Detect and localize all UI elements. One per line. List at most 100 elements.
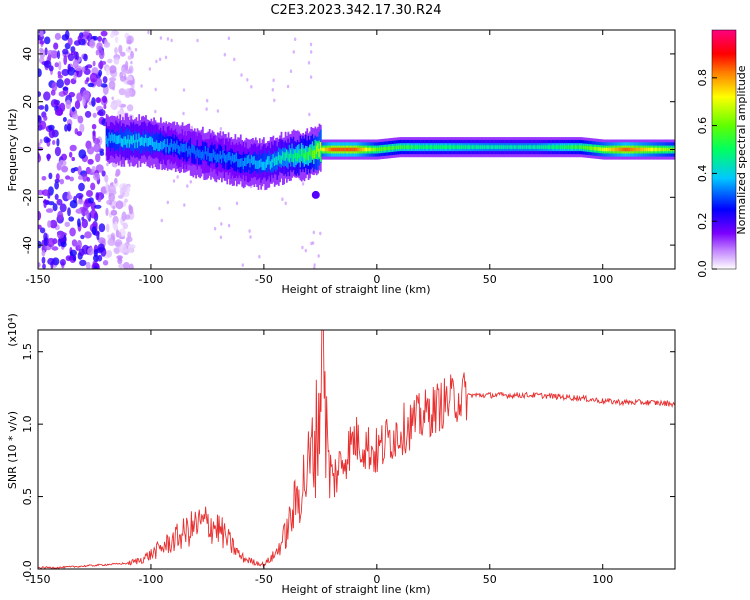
snr-plot-area: [38, 330, 675, 569]
spectrogram-ridge-cell: [157, 142, 160, 152]
spectrogram-ridge-cell: [538, 145, 540, 149]
spectrogram-ridge-cell: [185, 142, 188, 151]
spectrogram-noise-cell: [43, 91, 51, 101]
spectrogram-noise-cell: [286, 84, 290, 89]
spectrogram-noise-cell: [79, 259, 87, 267]
spectrogram-ridge-cell: [111, 132, 113, 142]
spectrogram-noise-cell: [59, 102, 66, 113]
spectrogram-ridge-cell: [189, 148, 192, 157]
spectrogram-plot-area: [38, 30, 675, 269]
spectrogram-noise-cell: [88, 197, 94, 204]
spectrogram-noise-cell: [58, 60, 62, 71]
spectrogram-noise-cell: [47, 220, 52, 228]
spectrogram-noise-cell: [108, 192, 116, 202]
spectrogram-ridge-cell: [466, 145, 469, 149]
spectrogram-ridge-cell: [276, 156, 279, 165]
spectrogram-ridge-cell: [357, 147, 360, 152]
spectrogram-ridge-cell: [586, 146, 589, 150]
spectrogram-noise-cell: [95, 77, 103, 87]
spectrogram-ridge-cell: [246, 155, 249, 164]
spectrogram-ridge-cell: [420, 145, 422, 149]
spectrogram-ridge-cell: [496, 145, 498, 149]
spectrogram-noise-cell: [97, 243, 105, 252]
spectrogram-noise-cell: [289, 69, 293, 73]
spectrogram-noise-cell: [59, 178, 65, 185]
spectrogram-ridge-cell: [142, 137, 145, 146]
spectrogram-ridge-cell: [647, 147, 650, 152]
spectrogram-noise-cell: [81, 66, 86, 73]
spectrogram-ridge-cell: [572, 145, 574, 149]
spectrogram-ridge-cell: [660, 147, 662, 152]
spectrogram-xlabel: Height of straight line (km): [281, 283, 430, 296]
spectrogram-ridge-cell: [394, 145, 397, 150]
spectrogram-ridge-cell: [307, 151, 310, 161]
spectrogram-ridge-cell: [653, 147, 656, 152]
spectrogram-noise-cell: [99, 151, 105, 157]
spectrogram-noise-cell: [122, 185, 128, 192]
spectrogram-ridge-cell: [639, 147, 642, 152]
spectrogram-ridge-cell: [119, 134, 122, 144]
spectrogram-noise-cell: [41, 189, 50, 197]
spectrogram-noise-cell: [124, 198, 128, 203]
spectrogram-noise-cell: [60, 241, 67, 248]
spectrogram-ridge-cell: [249, 158, 252, 168]
spectrogram-ridge-cell: [391, 146, 394, 150]
spectrogram-noise-cell: [319, 231, 322, 236]
spectrogram-ridge-cell: [127, 134, 130, 144]
spectrogram-ridge-cell: [191, 144, 193, 153]
spectrogram-ridge-cell: [107, 138, 109, 147]
spectrogram-noise-cell: [56, 198, 63, 206]
spectrogram-ridge-cell: [599, 147, 601, 151]
spectrogram-noise-cell: [258, 254, 261, 259]
spectrogram-ridge-cell: [324, 147, 326, 152]
spectrogram-noise-cell: [92, 35, 98, 41]
spectrogram-noise-cell: [68, 91, 76, 98]
spectrogram-ridge-cell: [187, 148, 189, 157]
spectrogram-ridge-cell: [300, 147, 303, 156]
spectrogram-noise-cell: [56, 78, 64, 89]
spectrogram-ridge-cell: [603, 147, 605, 152]
spectrogram-noise-cell: [159, 36, 163, 40]
spectrogram-noise-cell: [86, 210, 90, 220]
spectrogram-ridge-cell: [226, 154, 229, 163]
spectrogram-noise-cell: [67, 37, 73, 46]
spectrogram-noise-cell: [77, 35, 82, 42]
spectrogram-noise-cell: [294, 37, 297, 41]
spectrogram-ridge-cell: [432, 145, 435, 149]
spectrogram-noise-cell: [42, 199, 50, 204]
spectrogram-ridge-cell: [450, 145, 452, 149]
spectrogram-ridge-cell: [123, 136, 126, 145]
spectrogram-ridge-cell: [277, 152, 280, 161]
spectrogram-noise-cell: [78, 175, 83, 180]
spectrogram-ridge-cell: [120, 127, 123, 146]
spectrogram-noise-cell: [57, 210, 64, 221]
spectrogram-ridge-cell: [532, 145, 535, 149]
spectrogram-ridge-cell: [250, 154, 253, 164]
spectrogram-ridge-cell: [188, 146, 191, 155]
spectrogram-ridge-cell: [166, 138, 169, 147]
spectrogram-noise-cell: [241, 263, 244, 267]
spectrogram-ridge-cell: [473, 145, 475, 149]
spectrogram-ridge-cell: [555, 145, 558, 149]
spectrogram-ridge-cell: [196, 148, 199, 157]
spectrogram-ridge-cell: [126, 127, 128, 147]
spectrogram-ridge-cell: [318, 148, 321, 158]
spectrogram-noise-cell: [96, 42, 103, 51]
spectrogram-ytick-label: -40: [21, 236, 34, 254]
spectrogram-noise-cell: [67, 53, 75, 62]
spectrogram-ridge-cell: [146, 137, 149, 147]
spectrogram-ridge-cell: [428, 145, 431, 149]
spectrogram-ridge-cell: [267, 156, 269, 165]
spectrogram-ridge-cell: [173, 141, 176, 150]
spectrogram-ridge-cell: [479, 145, 482, 149]
spectrogram-ridge-cell: [634, 147, 637, 152]
spectrogram-xtick-label: 50: [483, 273, 497, 286]
spectrogram-noise-cell: [113, 181, 119, 187]
spectrogram-noise-cell: [52, 140, 56, 145]
spectrogram-ridge-cell: [390, 146, 393, 150]
spectrogram-ridge-cell: [523, 145, 525, 149]
spectrogram-ridge-cell: [250, 155, 253, 174]
spectrogram-noise-cell: [47, 237, 55, 248]
spectrogram-ridge-cell: [256, 160, 258, 169]
spectrogram-noise-cell: [164, 55, 168, 60]
